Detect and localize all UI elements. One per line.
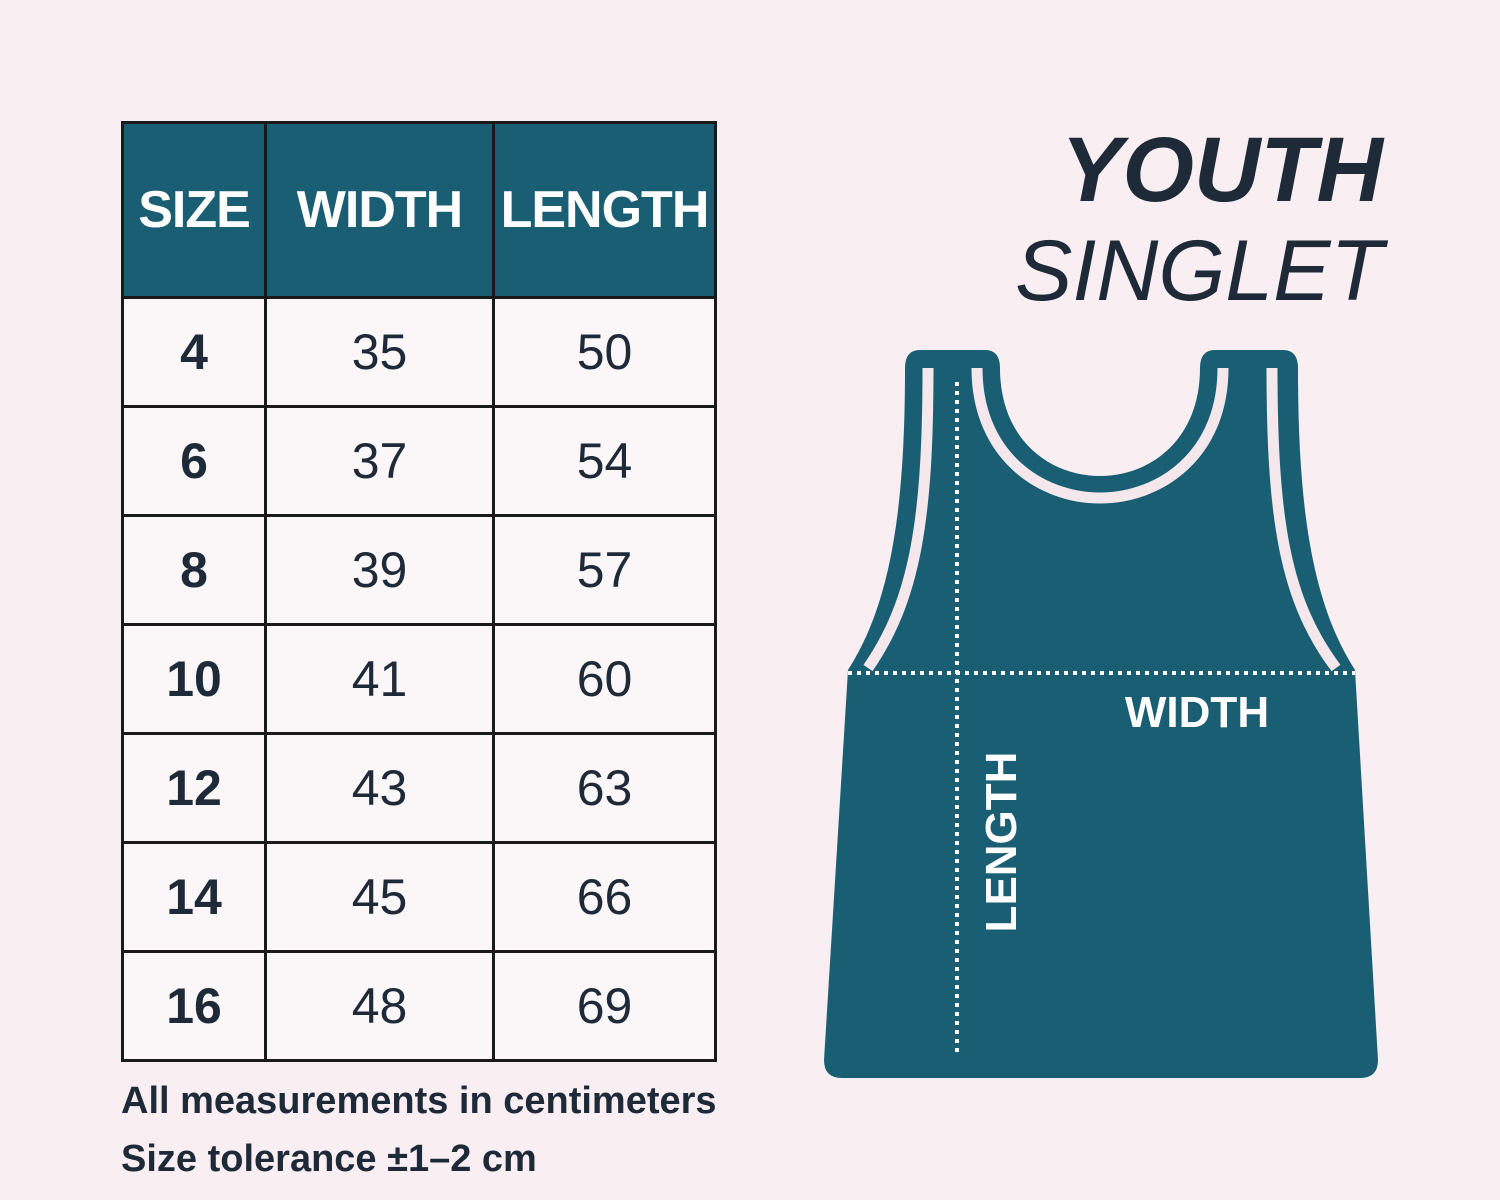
table-cell: 48 xyxy=(264,950,495,1062)
table-cell: 63 xyxy=(492,732,717,844)
table-cell: 37 xyxy=(264,405,495,517)
measure-lines xyxy=(848,382,1355,1057)
table-row: 6 37 54 xyxy=(121,405,717,517)
table-cell: 35 xyxy=(264,296,495,408)
table-cell: 8 xyxy=(121,514,267,626)
table-cell: 6 xyxy=(121,405,267,517)
table-row: 4 35 50 xyxy=(121,296,717,408)
table-cell: 60 xyxy=(492,623,717,735)
table-row: 16 48 69 xyxy=(121,950,717,1062)
singlet-body xyxy=(824,350,1378,1078)
table-cell: 14 xyxy=(121,841,267,953)
table-row: 14 45 66 xyxy=(121,841,717,953)
table-cell: 57 xyxy=(492,514,717,626)
table-cell: 45 xyxy=(264,841,495,953)
table-cell: 39 xyxy=(264,514,495,626)
trim xyxy=(863,367,1341,672)
table-cell: 43 xyxy=(264,732,495,844)
table-cell: 69 xyxy=(492,950,717,1062)
header-cell: WIDTH xyxy=(264,121,495,299)
size-table: SIZE WIDTH LENGTH 4 35 50 6 37 54 8 39 57 10 41 60 12 4… xyxy=(121,121,717,1062)
width-label: WIDTH xyxy=(1125,688,1269,737)
table-row: 8 39 57 xyxy=(121,514,717,626)
length-label: LENGTH xyxy=(977,752,1026,933)
title-line-2: SINGLET xyxy=(1015,223,1383,319)
table-cell: 12 xyxy=(121,732,267,844)
table-cell: 4 xyxy=(121,296,267,408)
table-row: 10 41 60 xyxy=(121,623,717,735)
header-cell: SIZE xyxy=(121,121,267,299)
note: Size tolerance ±1–2 cm xyxy=(121,1138,537,1180)
table-cell: 41 xyxy=(264,623,495,735)
header-cell: LENGTH xyxy=(492,121,717,299)
note: All measurements in centimeters xyxy=(121,1080,717,1122)
table-cell: 10 xyxy=(121,623,267,735)
title-line-1: YOUTH xyxy=(1061,119,1383,221)
table-cell: 54 xyxy=(492,405,717,517)
header-row: SIZE WIDTH LENGTH xyxy=(121,121,717,299)
table-cell: 50 xyxy=(492,296,717,408)
table-cell: 16 xyxy=(121,950,267,1062)
table-cell: 66 xyxy=(492,841,717,953)
table-row: 12 43 63 xyxy=(121,732,717,844)
